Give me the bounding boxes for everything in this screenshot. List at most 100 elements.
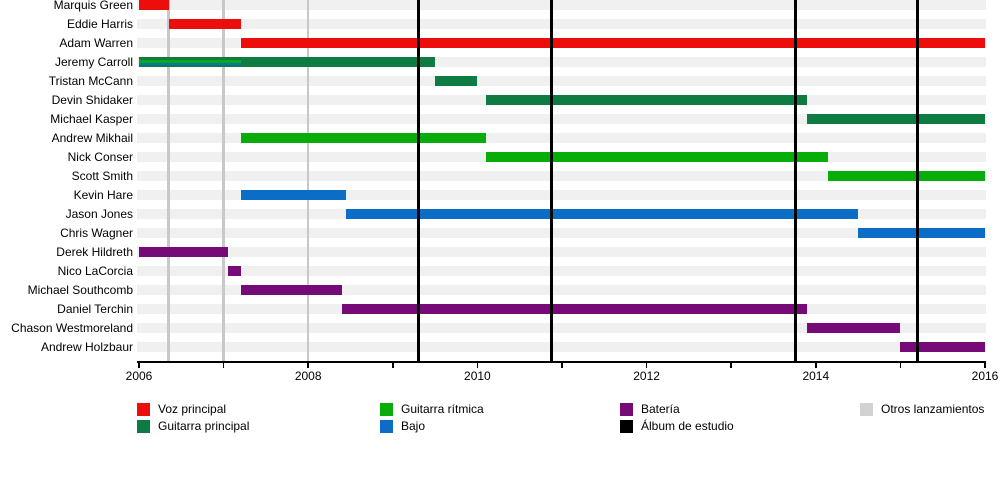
axis-tick bbox=[730, 363, 732, 368]
member-row-band bbox=[137, 57, 986, 67]
axis-tick bbox=[222, 363, 225, 368]
album-line bbox=[793, 0, 797, 362]
axis-tick bbox=[307, 363, 309, 368]
timeline-bar-bateria bbox=[900, 342, 985, 352]
timeline-bar-bajo bbox=[139, 62, 241, 65]
member-label: Nick Conser bbox=[67, 149, 133, 164]
legend-label-bajo: Bajo bbox=[401, 419, 426, 433]
timeline-bar-bateria bbox=[227, 266, 241, 276]
other-release-line bbox=[222, 0, 225, 361]
axis-tick bbox=[392, 363, 394, 368]
member-label: Devin Shidaker bbox=[51, 92, 133, 107]
timeline-bar-guitarra_principal bbox=[485, 95, 808, 105]
legend-label-otros: Otros lanzamientos bbox=[881, 402, 985, 416]
legend-item-bateria: Batería bbox=[620, 403, 850, 416]
axis-tick bbox=[476, 363, 479, 368]
timeline-bar-guitarra_principal bbox=[435, 76, 478, 86]
timeline-bar-bajo bbox=[240, 190, 347, 200]
legend-swatch-album bbox=[620, 420, 633, 433]
member-label: Andrew Mikhail bbox=[51, 130, 133, 145]
album-line bbox=[416, 0, 420, 362]
legend-swatch-guitarra_principal bbox=[137, 420, 150, 433]
member-label: Michael Southcomb bbox=[27, 282, 133, 297]
legend-item-voz: Voz principal bbox=[137, 403, 367, 416]
timeline-bar-voz bbox=[240, 38, 985, 48]
x-axis-line bbox=[137, 361, 986, 363]
member-row-band bbox=[137, 228, 986, 238]
legend-item-bajo: Bajo bbox=[380, 420, 610, 433]
legend-swatch-bateria bbox=[620, 403, 633, 416]
member-label: Chason Westmoreland bbox=[11, 320, 133, 335]
timeline-bar-guitarra_ritmica bbox=[485, 152, 829, 162]
timeline-bar-guitarra_principal bbox=[807, 114, 985, 124]
legend-label-guitarra_principal: Guitarra principal bbox=[158, 419, 250, 433]
legend-swatch-guitarra_ritmica bbox=[380, 403, 393, 416]
legend-label-voz: Voz principal bbox=[158, 402, 227, 416]
axis-year-label: 2016 bbox=[971, 369, 999, 383]
legend-swatch-bajo bbox=[380, 420, 393, 433]
legend-swatch-otros bbox=[860, 403, 873, 416]
member-label: Scott Smith bbox=[71, 168, 133, 183]
axis-year-label: 2012 bbox=[633, 369, 660, 383]
timeline-bar-voz bbox=[168, 19, 241, 29]
member-row-band bbox=[137, 19, 986, 29]
legend-label-album: Álbum de estudio bbox=[641, 419, 734, 433]
timeline-bar-guitarra_ritmica bbox=[240, 133, 486, 143]
timeline-bar-bateria bbox=[807, 323, 901, 333]
legend-item-guitarra_principal: Guitarra principal bbox=[137, 420, 367, 433]
member-row-band bbox=[137, 190, 986, 200]
axis-year-label: 2008 bbox=[294, 369, 322, 383]
member-label: Chris Wagner bbox=[60, 225, 133, 240]
timeline-bar-guitarra_principal bbox=[139, 57, 436, 67]
member-row-band bbox=[137, 0, 986, 10]
axis-year-label: 2010 bbox=[464, 369, 491, 383]
member-row-band bbox=[137, 133, 986, 143]
axis-tick bbox=[561, 363, 563, 368]
member-label: Kevin Hare bbox=[73, 187, 133, 202]
timeline-bar-bajo bbox=[346, 209, 859, 219]
legend-label-bateria: Batería bbox=[641, 402, 680, 416]
member-row-band bbox=[137, 247, 986, 257]
member-label: Marquis Green bbox=[53, 0, 133, 12]
member-row-band bbox=[137, 342, 986, 352]
member-label: Daniel Terchin bbox=[57, 301, 133, 316]
timeline-bar-bateria bbox=[139, 247, 228, 257]
album-line bbox=[915, 0, 919, 362]
timeline-bar-bateria bbox=[240, 285, 343, 295]
legend-item-otros: Otros lanzamientos bbox=[860, 403, 1000, 416]
axis-tick bbox=[138, 363, 140, 368]
member-row-band bbox=[137, 76, 986, 86]
member-label: Nico LaCorcia bbox=[57, 263, 133, 278]
timeline-bar-bajo bbox=[858, 228, 985, 238]
member-row-band bbox=[137, 114, 986, 124]
album-line bbox=[549, 0, 553, 362]
member-row-band bbox=[137, 266, 986, 276]
member-row-band bbox=[137, 171, 986, 181]
member-label: Eddie Harris bbox=[66, 16, 133, 31]
other-release-line bbox=[306, 0, 310, 361]
axis-tick bbox=[815, 363, 817, 368]
member-row-band bbox=[137, 285, 986, 295]
member-row-band bbox=[137, 323, 986, 333]
timeline-bar-bateria bbox=[342, 304, 808, 314]
axis-tick bbox=[899, 363, 902, 368]
member-label: Michael Kasper bbox=[50, 111, 133, 126]
member-label: Tristan McCann bbox=[48, 73, 133, 88]
axis-tick bbox=[645, 363, 648, 368]
member-label: Adam Warren bbox=[59, 35, 133, 50]
timeline-bar-voz bbox=[139, 0, 169, 10]
timeline-bar-guitarra_ritmica bbox=[828, 171, 985, 181]
member-label: Andrew Holzbaur bbox=[40, 339, 133, 354]
axis-year-label: 2014 bbox=[802, 369, 830, 383]
legend-swatch-voz bbox=[137, 403, 150, 416]
member-label: Jason Jones bbox=[65, 206, 133, 221]
other-release-line bbox=[167, 0, 170, 361]
legend-item-guitarra_ritmica: Guitarra rítmica bbox=[380, 403, 610, 416]
member-label: Derek Hildreth bbox=[56, 244, 133, 259]
axis-year-label: 2006 bbox=[125, 369, 153, 383]
member-label: Jeremy Carroll bbox=[54, 54, 133, 69]
timeline-bar-guitarra_ritmica bbox=[139, 60, 241, 63]
legend-label-guitarra_ritmica: Guitarra rítmica bbox=[401, 402, 484, 416]
